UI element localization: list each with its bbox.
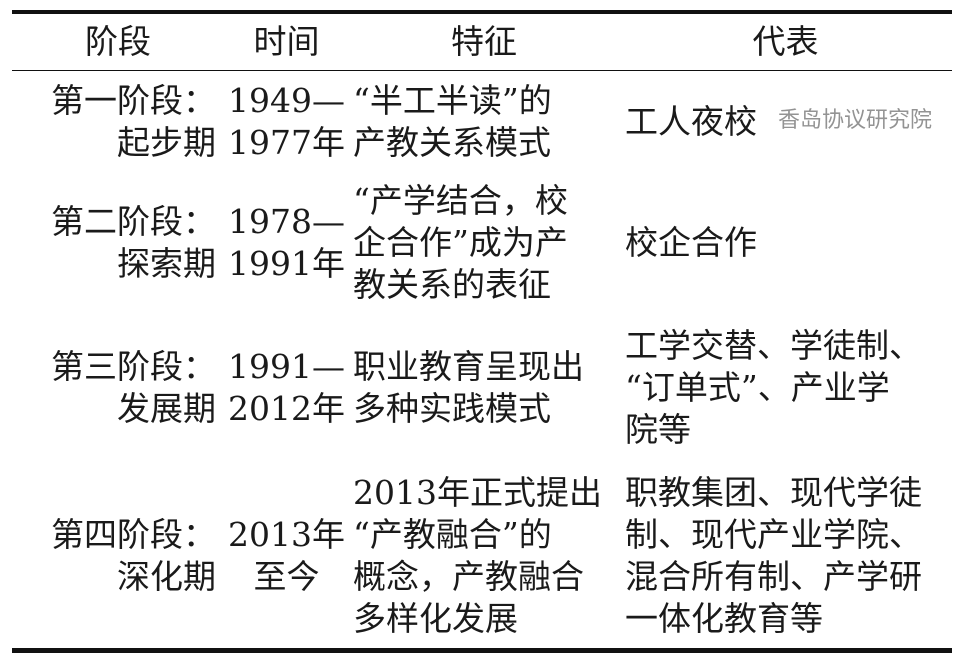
cell-line: 发展期 [117, 389, 216, 428]
cell-line: 混合所有制、产学研 [624, 556, 922, 596]
cell-line: 产教关系模式 [352, 123, 551, 162]
cell-line: 院等 [624, 410, 691, 449]
table-row: 第三阶段： 发展期 1991— 2012年 职业教育呈现出 多种实践模式 工学交替、学徒制、… [12, 313, 952, 463]
cell-line: “半工半读”的 [352, 81, 552, 120]
header-feature: 特征 [348, 12, 619, 71]
cell-feature: “半工半读”的 产教关系模式 [349, 71, 619, 174]
table-row: 第二阶段： 探索期 1978— 1991年 “产学结合，校 企合作”成为产 教关系的表征 校企… [12, 173, 952, 313]
cell-stage: 第三阶段： 发展期 [12, 313, 224, 463]
cell-line: 2012年 [228, 389, 345, 428]
header-row: 阶段 时间 特征 代表 [12, 12, 952, 71]
cell-line: 职业教育呈现出 [352, 347, 584, 386]
cell-stage: 第四阶段： 深化期 [12, 463, 224, 651]
cell-line: 1949— [228, 81, 345, 120]
cell-line: 工人夜校 [624, 102, 757, 141]
cell-feature: 2013年正式提出 “产教融合”的 概念，产教融合 多样化发展 [349, 463, 619, 651]
cell-line: 第三阶段： [51, 347, 216, 386]
cell-line: 一体化教育等 [624, 598, 823, 638]
cell-feature: “产学结合，校 企合作”成为产 教关系的表征 [349, 173, 619, 313]
cell-rep: 工人夜校 [619, 71, 952, 174]
header-time: 时间 [224, 12, 349, 71]
cell-rep: 校企合作 [619, 173, 952, 313]
cell-line: “订单式”、产业学 [624, 368, 890, 407]
header-representative: 代表 [618, 12, 952, 71]
cell-line: 多样化发展 [352, 598, 518, 638]
cell-line: 职教集团、现代学徒 [624, 472, 922, 512]
cell-rep: 工学交替、学徒制、 “订单式”、产业学 院等 [619, 313, 952, 463]
cell-line: 工学交替、学徒制、 [624, 326, 922, 365]
cell-stage: 第二阶段： 探索期 [12, 173, 224, 313]
cell-line: 制、现代产业学院、 [624, 514, 922, 554]
cell-time: 2013年 至今 [224, 463, 349, 651]
cell-line: 2013年正式提出 [352, 472, 602, 512]
cell-time: 1991— 2012年 [224, 313, 349, 463]
cell-stage: 第一阶段： 起步期 [12, 71, 224, 174]
watermark: 香岛协议研究院 [778, 108, 933, 133]
cell-line: 探索期 [117, 244, 216, 283]
cell-time: 1949— 1977年 [224, 71, 349, 174]
cell-line: 1991年 [228, 244, 345, 283]
table-row: 第一阶段： 起步期 1949— 1977年 “半工半读”的 产教关系模式 工人夜校 [12, 71, 952, 174]
cell-line: 1991— [228, 347, 345, 386]
cell-line: “产教融合”的 [352, 514, 552, 554]
header-stage: 阶段 [12, 12, 224, 71]
cell-line: “产学结合，校 [352, 181, 568, 220]
cell-line: 校企合作 [624, 223, 757, 262]
cell-line: 第一阶段： [51, 81, 216, 120]
cell-feature: 职业教育呈现出 多种实践模式 [349, 313, 619, 463]
cell-line: 第四阶段： [51, 514, 216, 554]
cell-line: 深化期 [117, 556, 216, 596]
cell-line: 至今 [253, 556, 320, 596]
cell-line: 1978— [228, 202, 345, 241]
cell-line: 概念，产教融合 [352, 556, 584, 596]
table-row: 第四阶段： 深化期 2013年 至今 2013年正式提出 “产教融合”的 概念，产教融合 多样… [12, 463, 952, 651]
cell-line: 起步期 [117, 123, 216, 162]
cell-time: 1978— 1991年 [224, 173, 349, 313]
cell-rep: 职教集团、现代学徒 制、现代产业学院、 混合所有制、产学研 一体化教育等 [619, 463, 952, 651]
stages-table: 阶段 时间 特征 代表 第一阶段： 起步期 1949— 1977年 “半工半读”的 产教关… [12, 10, 952, 653]
cell-line: 教关系的表征 [352, 265, 551, 304]
cell-line: 第二阶段： [51, 202, 216, 241]
cell-line: 多种实践模式 [352, 389, 551, 428]
cell-line: 2013年 [228, 514, 345, 554]
cell-line: 1977年 [228, 123, 345, 162]
cell-line: 企合作”成为产 [352, 223, 568, 262]
